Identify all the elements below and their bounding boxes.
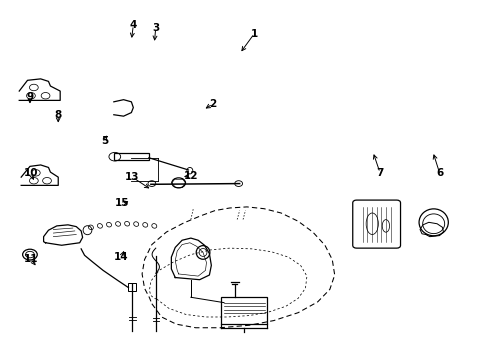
Text: 2: 2 <box>209 99 216 109</box>
Text: 10: 10 <box>23 168 38 178</box>
Bar <box>128 283 136 291</box>
Text: 7: 7 <box>376 168 383 178</box>
Text: 3: 3 <box>152 23 159 33</box>
Text: 8: 8 <box>55 111 61 121</box>
Text: 4: 4 <box>129 20 137 30</box>
Text: 5: 5 <box>101 136 108 145</box>
Text: 14: 14 <box>114 252 129 262</box>
Text: 6: 6 <box>435 168 442 178</box>
Text: 13: 13 <box>125 172 139 182</box>
Text: 9: 9 <box>26 92 34 102</box>
Text: 11: 11 <box>23 254 38 264</box>
Text: 15: 15 <box>114 198 129 208</box>
Bar <box>221 297 267 324</box>
Text: 1: 1 <box>250 29 257 39</box>
Bar <box>114 153 149 160</box>
Text: 12: 12 <box>183 171 198 181</box>
